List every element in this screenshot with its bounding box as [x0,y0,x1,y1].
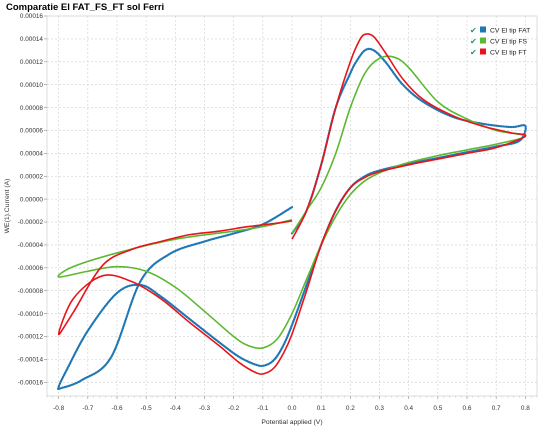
x-tick-label: 0.8 [521,405,530,412]
x-tick-label: 0.5 [433,405,442,412]
series-layer [57,33,527,391]
x-tick-label: 0.1 [317,405,326,412]
x-tick-label: -0.8 [53,405,64,412]
chart-title: Comparatie El FAT_FS_FT sol Ferri [6,2,165,13]
x-tick-label: 0.3 [375,405,384,412]
legend-swatch [480,26,486,33]
y-tick-label: -0.00006 [18,265,44,272]
x-tick-label: 0.7 [492,405,501,412]
x-tick-label: 0.6 [463,405,472,412]
y-tick-label: -0.00014 [18,357,44,364]
y-tick-label: 0.00004 [20,151,44,158]
y-tick-label: 0.00012 [20,59,44,66]
y-tick-label: -0.00008 [18,288,44,295]
x-tick-label: 0.2 [346,405,355,412]
legend-swatch [480,48,486,55]
y-tick-label: 0.00002 [20,173,44,180]
y-tick-label: 0.00016 [20,13,44,20]
legend-label: CV El tip FAT [490,27,530,34]
x-tick-label: 0.0 [288,405,297,412]
legend-check-icon: ✔ [470,26,477,35]
legend-check-icon: ✔ [470,48,477,57]
y-tick-label: 0.00014 [20,36,44,43]
series-line [57,47,527,391]
axes: 0.00016 0.00014 0.00012 0.00010 0.00008 0.000… [4,13,538,426]
x-tick-label: -0.3 [199,405,210,412]
x-tick-label: -0.6 [111,405,122,412]
x-tick-label: 0.4 [404,405,413,412]
series-3 [57,33,527,375]
y-tick-label: -0.00002 [18,219,44,226]
x-tick-label: -0.5 [141,405,152,412]
y-tick-label: -0.00012 [18,334,44,341]
x-tick-label: -0.4 [170,405,181,412]
y-tick-label: -0.00010 [18,311,44,318]
y-tick-label: 0.00008 [20,105,44,112]
x-tick-label: -0.7 [82,405,93,412]
y-axis-title: WE(1).Current (A) [4,179,11,234]
x-tick-label: -0.1 [257,405,268,412]
x-tick-label: -0.2 [228,405,239,412]
y-tick-label: 0.00006 [20,128,44,135]
legend-label: CV El tip FS [490,38,527,45]
legend-label: CV El tip FT [490,49,527,56]
x-axis-title: Potential applied (V) [261,419,322,426]
legend-check-icon: ✔ [470,37,477,46]
y-tick-label: 0.00000 [20,196,44,203]
legend: ✔ CV El tip FAT ✔ CV El tip FS ✔ CV El tip FT [470,26,530,57]
y-tick-label: -0.00016 [18,379,44,386]
y-tick-label: -0.00004 [18,242,44,249]
y-tick-label: 0.00010 [20,82,44,89]
legend-swatch [480,37,486,44]
series-1 [57,47,527,391]
grid [46,15,538,397]
